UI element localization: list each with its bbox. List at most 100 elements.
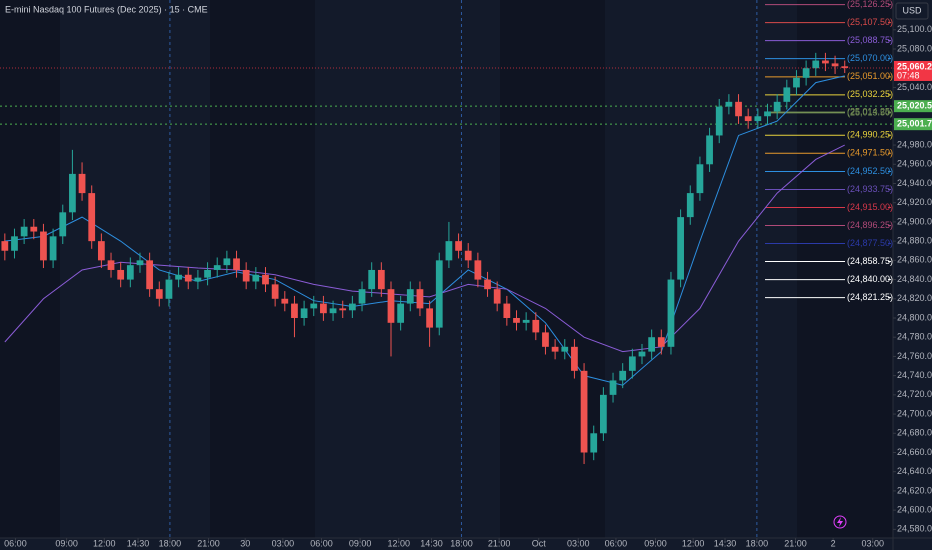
- x-tick-label: 12:00: [682, 538, 705, 548]
- candle-body: [599, 394, 607, 434]
- candle-body: [773, 101, 781, 112]
- candle-body: [300, 308, 308, 318]
- last-price-label: 25,060.25: [897, 61, 932, 71]
- y-tick-label: 24,940.00: [897, 178, 932, 188]
- candle-body: [117, 269, 125, 280]
- candle-body: [503, 303, 511, 318]
- x-tick-label: 03:00: [272, 538, 295, 548]
- candle-body: [522, 319, 530, 323]
- level-label: (24,952.50): [847, 166, 893, 176]
- y-tick-label: 24,920.00: [897, 197, 932, 207]
- candle-body: [725, 101, 733, 107]
- candle-body: [165, 279, 173, 299]
- y-tick-label: 25,040.00: [897, 82, 932, 92]
- candle-body: [822, 60, 829, 64]
- y-tick-label: 24,660.00: [897, 447, 932, 457]
- x-tick-label: 03:00: [861, 538, 884, 548]
- x-tick-label: 14:30: [420, 538, 443, 548]
- price-label-box: [894, 118, 932, 131]
- candle-body: [532, 319, 540, 333]
- x-tick-label: 21:00: [784, 538, 807, 548]
- candle-body: [735, 101, 742, 117]
- candle-body: [744, 116, 752, 122]
- x-tick-label: 14:30: [127, 538, 150, 548]
- alert-icon[interactable]: [833, 515, 847, 529]
- x-tick-label: 09:00: [349, 538, 372, 548]
- x-tick-label: 06:00: [310, 538, 333, 548]
- candle-body: [580, 370, 588, 453]
- x-tick-label: 21:00: [197, 538, 220, 548]
- candle-body: [281, 298, 289, 304]
- candle-body: [329, 308, 337, 314]
- candle-body: [455, 241, 462, 251]
- candle-body: [464, 250, 472, 261]
- candle-body: [783, 87, 791, 102]
- level-label: (24,821.25): [847, 292, 893, 302]
- candle-body: [126, 265, 134, 280]
- level-label: (24,840.00): [847, 274, 893, 284]
- y-tick-label: 24,820.00: [897, 293, 932, 303]
- candle-body: [706, 135, 713, 165]
- y-tick-label: 24,840.00: [897, 274, 932, 284]
- x-tick-label: 09:00: [55, 538, 78, 548]
- x-tick-label: 2: [831, 538, 836, 548]
- candle-body: [754, 116, 762, 122]
- candle-body: [358, 289, 366, 304]
- candle-body: [377, 269, 385, 290]
- candle-body: [445, 241, 453, 261]
- candle-body: [648, 337, 656, 352]
- candle-body: [571, 346, 578, 371]
- currency[interactable]: USD: [902, 5, 922, 15]
- x-tick-label: 12:00: [93, 538, 116, 548]
- candle-body: [339, 308, 347, 311]
- candle-body: [184, 274, 192, 282]
- level-label: (24,858.75): [847, 256, 893, 266]
- x-tick-label: 18:00: [159, 538, 182, 548]
- candle-body: [20, 226, 28, 237]
- level-label: (24,933.75): [847, 184, 893, 194]
- level-label: (24,915.00): [847, 202, 893, 212]
- currency-button[interactable]: [895, 2, 929, 20]
- y-tick-label: 24,700.00: [897, 408, 932, 418]
- candle-body: [657, 337, 665, 347]
- candle-body: [1, 241, 9, 251]
- candle-body: [812, 60, 820, 69]
- level-label: (24,877.50): [847, 238, 893, 248]
- candle-body: [474, 260, 482, 280]
- y-tick-label: 25,100.00: [897, 24, 932, 34]
- candle-body: [213, 265, 221, 270]
- level-label: (25,107.50): [847, 17, 893, 27]
- candle-body: [696, 164, 704, 194]
- level-label: (24,971.50): [847, 148, 893, 158]
- candle-body: [435, 260, 443, 328]
- level-label: (24,990.25): [847, 130, 893, 140]
- countdown: 07:48: [897, 70, 920, 80]
- y-tick-label: 24,720.00: [897, 389, 932, 399]
- candle-body: [793, 77, 800, 88]
- price-label-box: [894, 100, 932, 113]
- level-label: (25,013.50): [847, 107, 893, 117]
- candle-body: [155, 289, 163, 299]
- alert-icon[interactable]: [837, 517, 843, 527]
- candle-body: [628, 356, 636, 371]
- candle-body: [667, 279, 675, 347]
- x-tick-label: 03:00: [567, 538, 590, 548]
- candle-body: [542, 332, 549, 347]
- candle-body: [59, 212, 67, 237]
- candle-body: [291, 303, 298, 318]
- session-shade: [797, 0, 893, 538]
- y-tick-label: 24,780.00: [897, 332, 932, 342]
- candle-body: [40, 231, 47, 261]
- candle-body: [78, 173, 86, 194]
- candle-body: [30, 226, 38, 232]
- last-price-box: [894, 60, 932, 81]
- candle-body: [146, 260, 154, 290]
- y-tick-label: 24,860.00: [897, 255, 932, 265]
- level-label: (25,126.25): [847, 0, 893, 9]
- candle-body: [426, 308, 433, 328]
- x-tick-label: 12:00: [387, 538, 410, 548]
- candle-body: [320, 303, 327, 314]
- candle-body: [271, 284, 279, 299]
